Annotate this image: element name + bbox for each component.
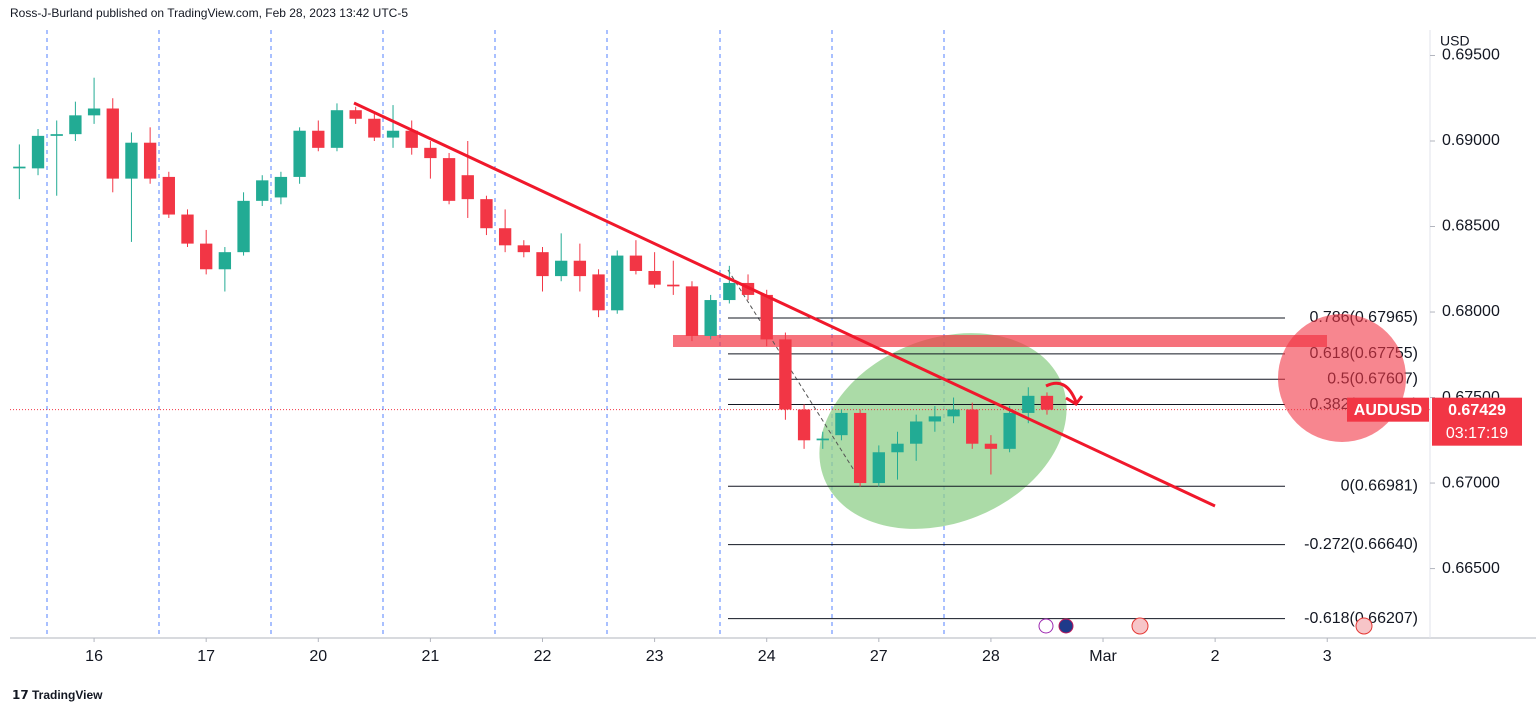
arrow [1045, 381, 1084, 406]
candle-body [555, 260, 568, 277]
candle-body [723, 282, 736, 301]
candle-body [872, 452, 885, 484]
y-tick-label: 0.68000 [1442, 303, 1500, 320]
resistance-zone [673, 335, 1327, 347]
candle-body [629, 255, 643, 271]
y-tick-label: 0.69000 [1442, 132, 1500, 149]
background-layer: 0.786(0.67965)0.618(0.67755)0.5(0.67607)… [10, 30, 1430, 638]
candle-body [181, 214, 194, 244]
candle-body [368, 118, 381, 138]
candle-body [947, 409, 960, 417]
candle-body [797, 409, 811, 441]
countdown-label: 03:17:19 [1446, 425, 1508, 442]
candle-body [274, 176, 288, 198]
candle-body [648, 270, 661, 285]
candle-body [779, 339, 792, 410]
fib-anchor-line [727, 269, 863, 484]
y-tick-label: 0.68500 [1442, 218, 1500, 235]
candle-body [685, 286, 699, 336]
footer: TradingView [32, 688, 103, 702]
overlay-layer: USD TradingView 𝟭𝟳 0.665000.670000.67500… [10, 30, 1536, 702]
candle-body [87, 108, 101, 116]
x-tick-label: 3 [1323, 648, 1332, 665]
candle-body [760, 294, 773, 340]
candle-body [69, 115, 82, 135]
y-tick-label: 0.66500 [1442, 560, 1500, 577]
candle-body [405, 130, 418, 148]
x-tick-label: 21 [421, 648, 439, 665]
candle-body [293, 130, 306, 177]
candle-body [13, 166, 26, 169]
session-lines [46, 30, 945, 638]
candle-body [256, 180, 269, 201]
price-axis-bg [1430, 30, 1536, 638]
candle-body [480, 199, 493, 229]
candle-body [424, 147, 437, 159]
candle-body [984, 443, 998, 449]
candle-body [1022, 395, 1035, 413]
candle-body [891, 443, 904, 453]
candle-body [461, 175, 474, 200]
candle-body [611, 255, 624, 311]
y-tick-label: 0.67000 [1442, 474, 1500, 491]
candle-body [536, 252, 549, 277]
header: Ross-J-Burland published on TradingView.… [10, 6, 408, 20]
x-tick-label: Mar [1089, 648, 1117, 665]
candle-body [853, 412, 867, 484]
symbol-label: AUDUSD [1354, 402, 1422, 419]
price-box [1432, 397, 1522, 446]
logo: 𝟭𝟳 [12, 688, 29, 702]
candle-body [910, 421, 923, 444]
symbol-box [1347, 397, 1429, 422]
candle-body [312, 130, 325, 148]
candle-body [50, 134, 63, 136]
x-tick-label: 17 [197, 648, 215, 665]
trend-line [353, 101, 1216, 508]
event-icons [1038, 617, 1373, 635]
x-tick-label: 2 [1211, 648, 1220, 665]
candle-body [498, 228, 512, 246]
candle-body [966, 409, 979, 444]
candle-body [106, 108, 119, 179]
x-tick-label: 22 [534, 648, 552, 665]
candle-body [200, 243, 213, 270]
x-tick-label: 23 [646, 648, 664, 665]
currency: USD [1440, 33, 1470, 49]
candle-body [386, 130, 400, 138]
candle-body [816, 438, 829, 441]
candle-body [667, 284, 680, 287]
candle-body [517, 245, 530, 253]
candle-body [1040, 395, 1054, 410]
candle-body [704, 300, 717, 336]
candle-body [573, 260, 587, 277]
y-tick-label: 0.69500 [1442, 47, 1500, 64]
x-tick-label: 27 [870, 648, 888, 665]
x-tick-label: 16 [85, 648, 103, 665]
x-tick-label: 24 [758, 648, 776, 665]
candle-body [125, 142, 138, 179]
fib-label: 0(0.66981) [1341, 478, 1418, 495]
candle-body [143, 142, 157, 179]
candle-body [237, 200, 250, 253]
candle-body [1003, 412, 1016, 449]
candle-body [349, 110, 362, 119]
candle-body [442, 158, 456, 201]
candle-body [592, 274, 605, 311]
candle-body [928, 416, 942, 422]
highlight-circle [1278, 314, 1406, 442]
x-tick-label: 20 [309, 648, 327, 665]
candle-body [330, 110, 344, 148]
last-price-label: 0.67429 [1448, 402, 1506, 419]
candle-body [218, 252, 232, 270]
candle-body [31, 135, 45, 169]
x-tick-label: 28 [982, 648, 1000, 665]
fib-label: -0.272(0.66640) [1304, 536, 1418, 553]
candle-body [162, 176, 175, 215]
candle-body [835, 412, 848, 436]
